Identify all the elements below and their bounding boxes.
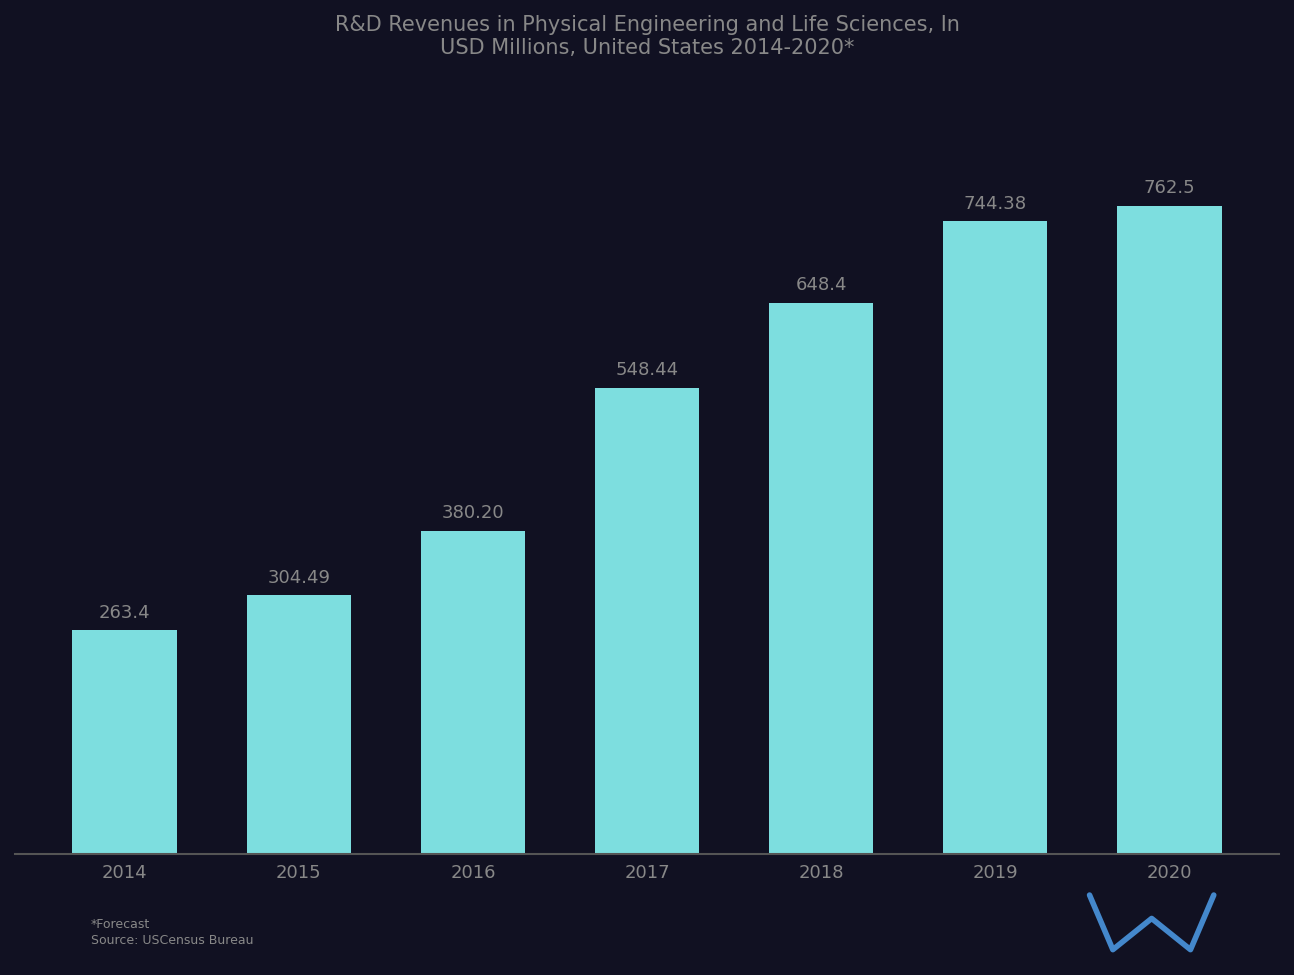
Bar bbox=[421, 531, 525, 854]
Text: 648.4: 648.4 bbox=[796, 276, 846, 294]
Bar bbox=[72, 630, 177, 854]
Title: R&D Revenues in Physical Engineering and Life Sciences, In
USD Millions, United : R&D Revenues in Physical Engineering and… bbox=[335, 15, 959, 58]
Text: 304.49: 304.49 bbox=[268, 568, 330, 587]
Text: 744.38: 744.38 bbox=[964, 195, 1026, 213]
Text: 548.44: 548.44 bbox=[616, 362, 678, 379]
Text: 380.20: 380.20 bbox=[441, 504, 505, 523]
Text: *Forecast: *Forecast bbox=[91, 918, 150, 931]
Bar bbox=[595, 388, 699, 854]
Text: 762.5: 762.5 bbox=[1144, 179, 1196, 197]
Bar bbox=[943, 221, 1047, 854]
Bar bbox=[769, 303, 873, 854]
Text: 263.4: 263.4 bbox=[98, 604, 150, 622]
Bar bbox=[1117, 206, 1222, 854]
Text: Source: USCensus Bureau: Source: USCensus Bureau bbox=[91, 934, 254, 947]
Bar bbox=[247, 596, 351, 854]
